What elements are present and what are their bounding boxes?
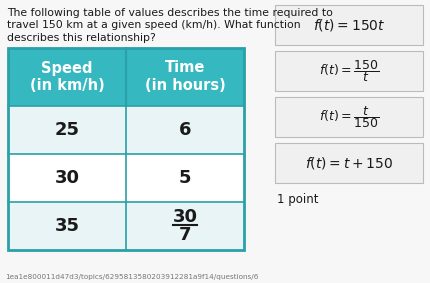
Bar — [275, 97, 423, 137]
Text: 1ea1e800011d47d3/topics/6295813580203912281a9f14/questions/6: 1ea1e800011d47d3/topics/6295813580203912… — [5, 274, 258, 280]
Bar — [275, 5, 423, 45]
Text: travel 150 km at a given speed (km/h). What function: travel 150 km at a given speed (km/h). W… — [7, 20, 301, 31]
Text: $f(t) = \dfrac{150}{t}$: $f(t) = \dfrac{150}{t}$ — [319, 58, 379, 84]
Bar — [8, 48, 244, 250]
Text: 35: 35 — [55, 217, 80, 235]
Text: 6: 6 — [179, 121, 191, 139]
Text: 30: 30 — [55, 169, 80, 187]
Text: 25: 25 — [55, 121, 80, 139]
Bar — [8, 106, 244, 154]
Text: 1 point: 1 point — [277, 193, 319, 206]
Bar — [275, 51, 423, 91]
Text: $f(t) = \dfrac{t}{150}$: $f(t) = \dfrac{t}{150}$ — [319, 104, 379, 130]
Bar — [8, 154, 244, 202]
Text: Time
(in hours): Time (in hours) — [144, 61, 225, 93]
Text: 5: 5 — [179, 169, 191, 187]
Bar — [275, 143, 423, 183]
Text: describes this relationship?: describes this relationship? — [7, 33, 156, 43]
Text: 30: 30 — [172, 208, 197, 226]
Text: $f(t) = t + 150$: $f(t) = t + 150$ — [305, 155, 393, 171]
Text: $f(t) = 150t$: $f(t) = 150t$ — [313, 17, 385, 33]
Bar — [8, 48, 244, 106]
Text: 7: 7 — [179, 226, 191, 244]
Text: The following table of values describes the time required to: The following table of values describes … — [7, 8, 333, 18]
Text: Speed
(in km/h): Speed (in km/h) — [30, 61, 104, 93]
Bar — [8, 202, 244, 250]
